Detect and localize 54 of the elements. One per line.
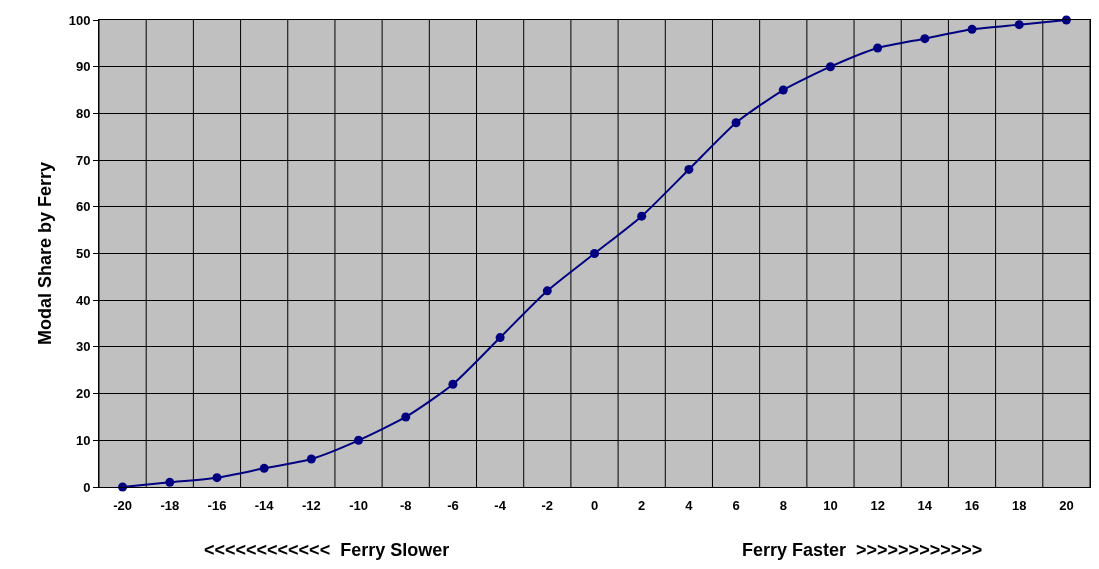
x-tick-label: 14: [917, 497, 933, 513]
text: Ferry Faster >>>>>>>>>>>>: [742, 540, 983, 560]
point: [1014, 20, 1024, 30]
y-tick-label: 20: [75, 386, 91, 402]
x-tick-label: -6: [447, 497, 459, 513]
point: [590, 249, 599, 258]
text: <<<<<<<<<<<< Ferry Slower: [204, 540, 450, 560]
x-tick-label: -8: [399, 497, 412, 513]
x-tick-label: -2: [541, 497, 554, 513]
x-tick-label: -4: [494, 497, 507, 513]
y-axis-title: Modal Share by Ferry: [34, 161, 55, 346]
point: [825, 62, 835, 72]
x-tick-label: 0: [590, 497, 599, 513]
point: [873, 43, 883, 53]
x-tick-label: 20: [1059, 497, 1074, 513]
point: [920, 34, 930, 44]
y-tick-label: 90: [75, 59, 91, 75]
x-tick-label: 4: [685, 497, 694, 513]
y-tick-label: 80: [75, 105, 91, 121]
y-tick-label: 10: [75, 432, 91, 448]
point: [212, 473, 222, 483]
x-tick-label: -20: [113, 497, 132, 513]
x-tick-label: -10: [349, 497, 368, 513]
x-tick-label: 18: [1011, 497, 1027, 513]
point: [306, 454, 316, 464]
x-tick-label: 2: [638, 497, 646, 513]
point: [259, 463, 269, 473]
point: [354, 435, 364, 445]
point: [401, 412, 411, 422]
y-tick-label: 0: [83, 479, 91, 495]
y-tick-label: 40: [75, 292, 91, 308]
x-tick-label: -18: [160, 497, 180, 513]
point: [637, 211, 647, 221]
point: [731, 118, 741, 128]
point: [778, 85, 788, 95]
y-tick-label: 100: [68, 12, 91, 28]
point: [448, 379, 458, 389]
x-tick-label: -14: [254, 497, 275, 513]
x-tick-label: -12: [301, 497, 321, 513]
point: [684, 164, 694, 174]
y-tick-label: 70: [75, 152, 91, 168]
x-tick-label: 8: [779, 497, 787, 513]
y-tick-label: 60: [75, 199, 91, 215]
x-tick-label: 6: [732, 497, 740, 513]
x-tick-label: 12: [870, 497, 885, 513]
x-tick-label: 16: [964, 497, 980, 513]
point: [165, 477, 175, 487]
point: [495, 333, 505, 343]
y-tick-label: 50: [75, 246, 91, 262]
point: [542, 286, 552, 296]
y-tick-label: 30: [75, 339, 91, 355]
point: [967, 24, 977, 34]
x-tick-label: 10: [823, 497, 838, 513]
x-tick-label: -16: [207, 497, 227, 513]
